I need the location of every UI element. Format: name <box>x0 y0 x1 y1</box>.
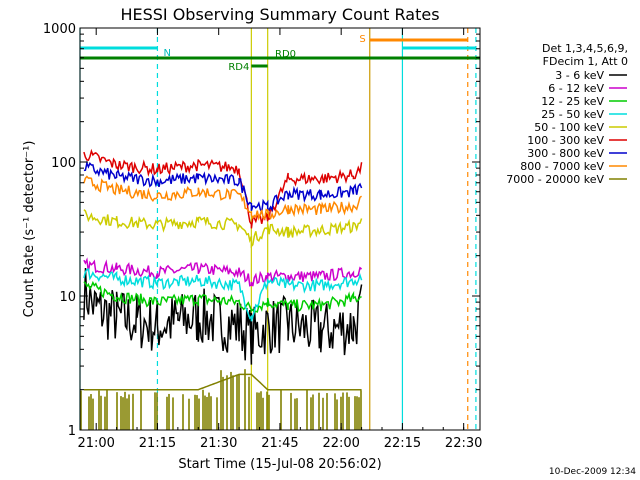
y-axis-label: Count Rate (s⁻¹ detector⁻¹) <box>22 141 37 318</box>
series-line-4 <box>83 209 363 249</box>
legend-label: 50 - 100 keV <box>534 121 604 134</box>
legend-title-line: Det 1,3,4,5,6,9, <box>542 42 628 55</box>
legend-label: 100 - 300 keV <box>527 134 604 147</box>
x-tick-label: 21:45 <box>261 436 298 451</box>
y-tick-label: 100 <box>51 156 76 171</box>
x-axis-label: Start Time (15-Jul-08 20:56:02) <box>178 457 381 472</box>
legend-title-line: FDecim 1, Att 0 <box>543 55 628 68</box>
legend-label: 6 - 12 keV <box>548 82 604 95</box>
timestamp: 10-Dec-2009 12:34 <box>549 467 636 477</box>
legend-label: 7000 - 20000 keV <box>506 173 604 186</box>
series-line-0 <box>83 267 363 365</box>
legend-label: 3 - 6 keV <box>555 69 604 82</box>
legend-label: 800 - 7000 keV <box>520 160 604 173</box>
series-line-7 <box>83 175 362 221</box>
series-layer <box>80 148 363 430</box>
observation-boundary-lines <box>79 28 477 430</box>
annotation-label-0: N <box>163 48 170 59</box>
series-line-2 <box>83 280 362 314</box>
series-line-5 <box>83 148 363 229</box>
x-tick-label: 21:00 <box>77 436 114 451</box>
x-tick-label: 22:00 <box>322 436 359 451</box>
legend-label: 25 - 50 keV <box>541 108 604 121</box>
y-tick-label: 10 <box>59 290 76 305</box>
axis-ticks: 21:00 21:15 21:30 21:45 22:00 22:15 22:30 1 10 10… <box>43 22 482 451</box>
x-tick-label: 22:15 <box>384 436 421 451</box>
legend-label: 12 - 25 keV <box>541 95 604 108</box>
annotation-bars: N S RD0 RD4 <box>80 34 480 73</box>
series-line-3 <box>83 268 363 322</box>
series-line-6 <box>83 160 363 215</box>
chart-title: HESSI Observing Summary Count Rates <box>120 5 439 24</box>
y-tick-label: 1000 <box>43 22 76 37</box>
x-tick-label: 21:15 <box>139 436 176 451</box>
x-tick-label: 21:30 <box>200 436 237 451</box>
y-tick-label: 1 <box>68 424 76 439</box>
annotation-label-1: S <box>359 34 365 45</box>
series-line-1 <box>83 257 363 287</box>
annotation-label-4: RD4 <box>228 62 249 73</box>
legend-label: 300 - 800 keV <box>527 147 604 160</box>
legend: Det 1,3,4,5,6,9,FDecim 1, Att 03 - 6 keV… <box>506 42 628 186</box>
annotation-label-3: RD0 <box>275 49 296 60</box>
plot-frame <box>79 27 481 431</box>
x-tick-label: 22:30 <box>445 436 482 451</box>
